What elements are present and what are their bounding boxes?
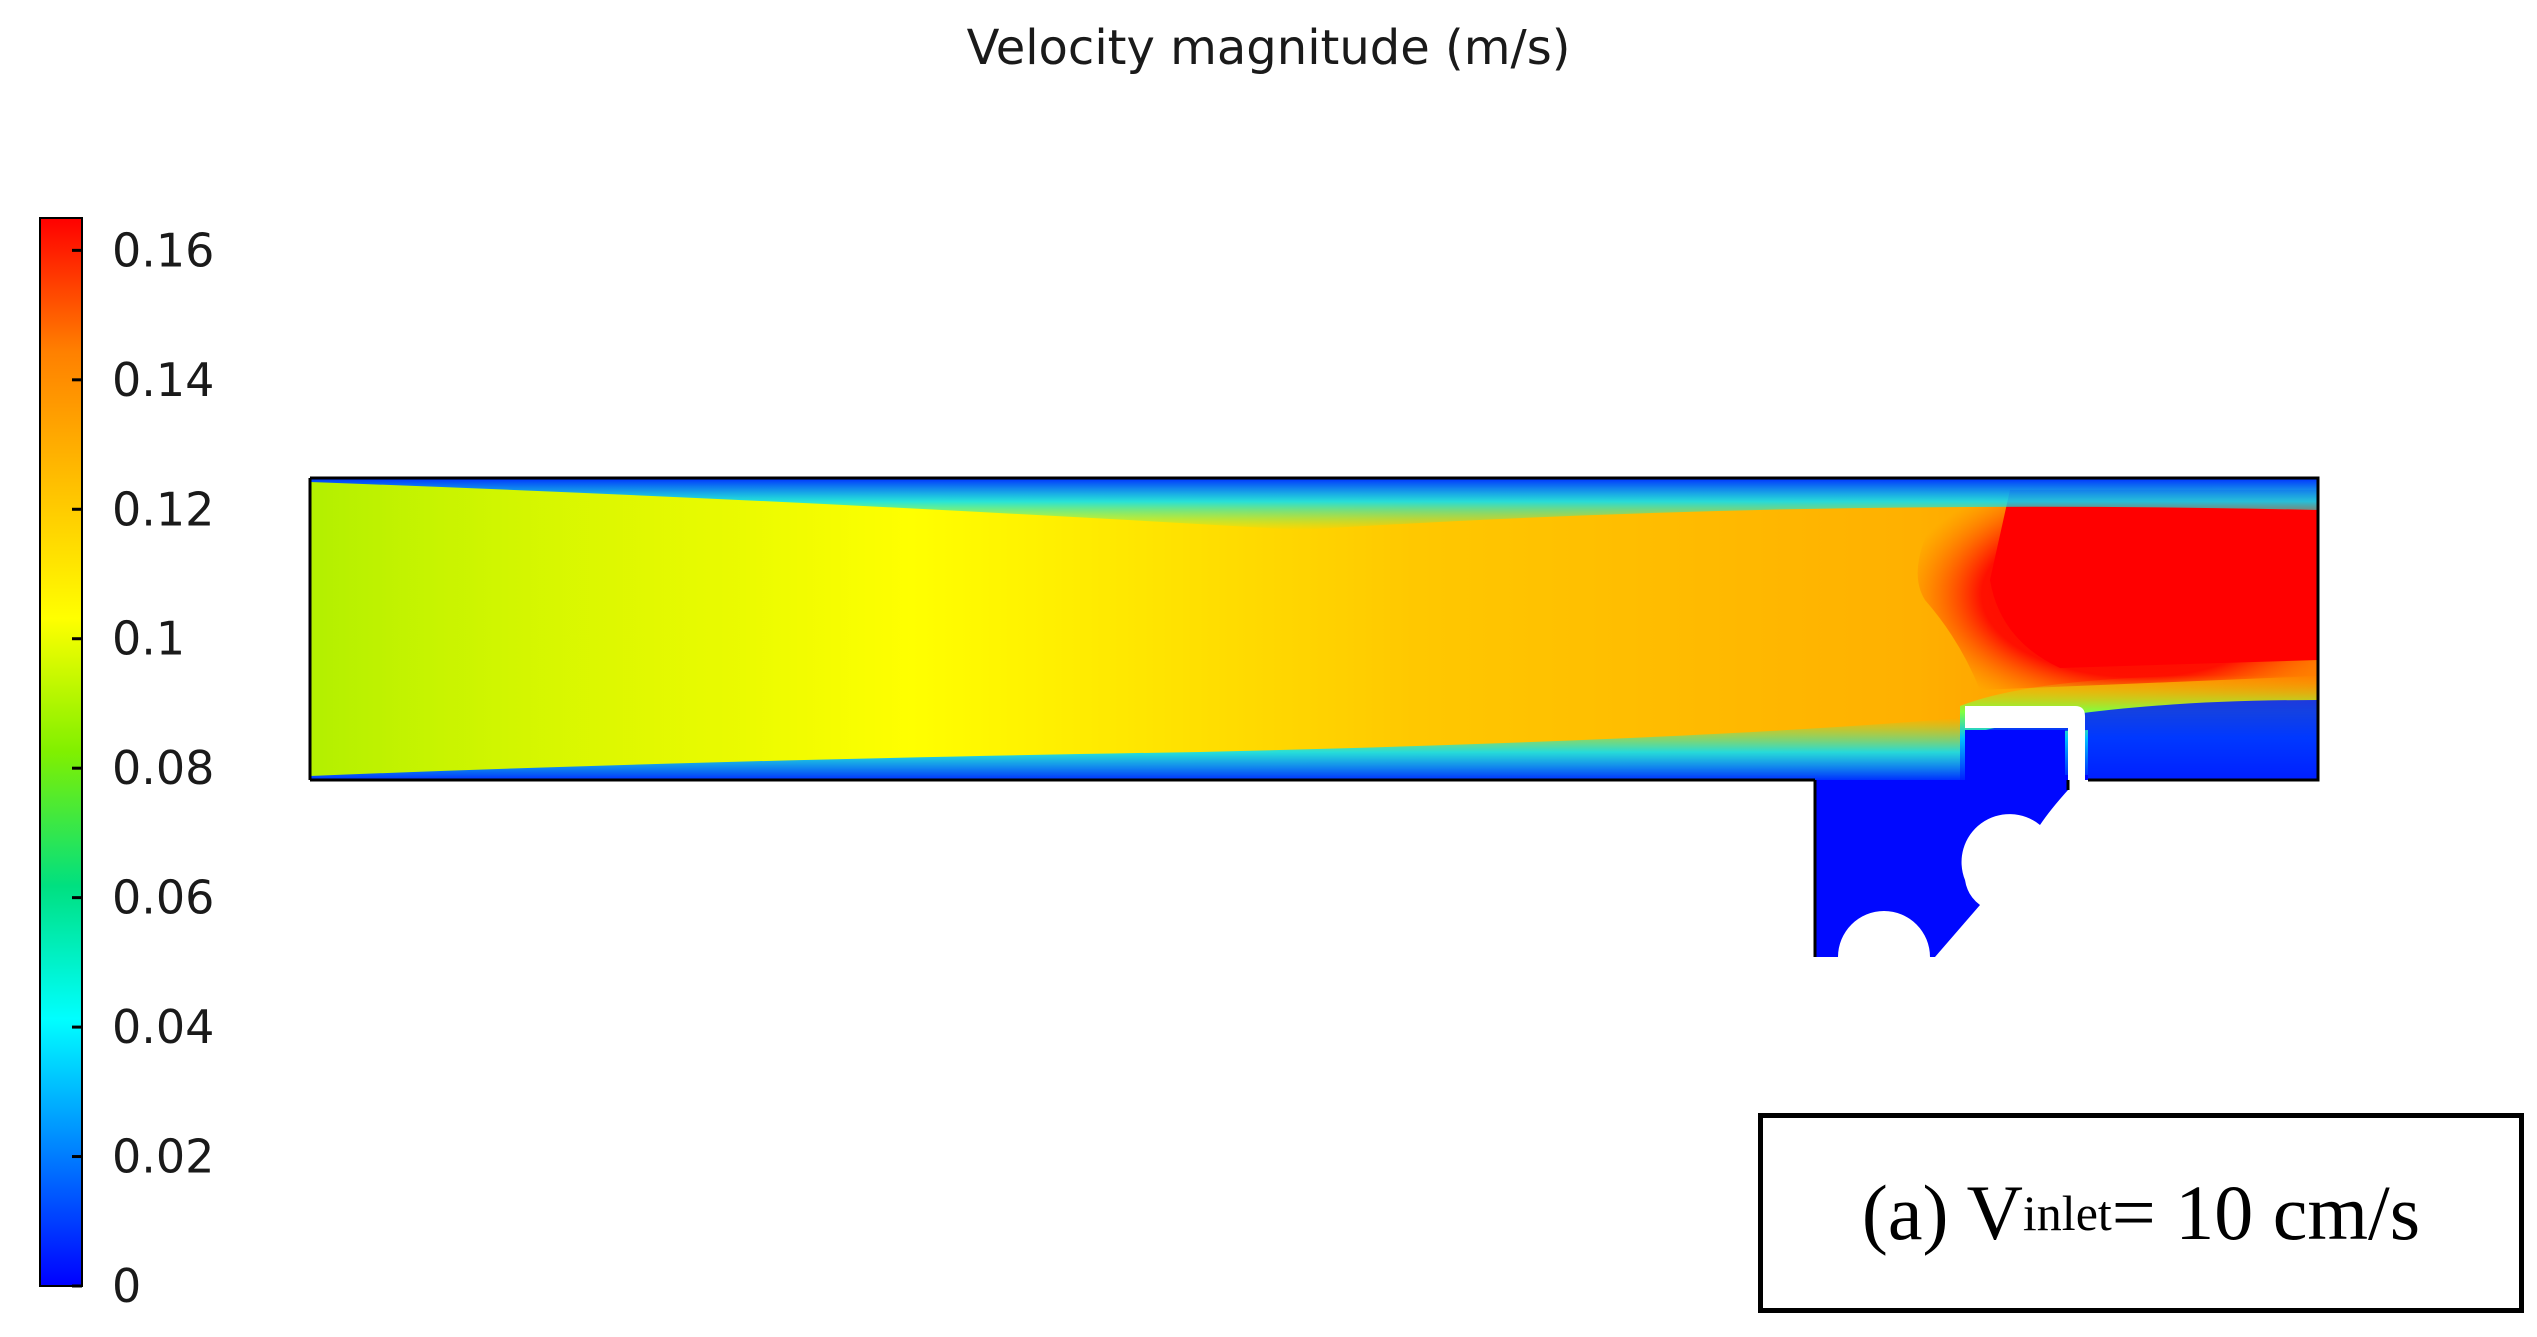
colorbar-tick-label: 0.08 [112,741,214,795]
colorbar-tick-label: 0.12 [112,482,214,536]
colorbar-tick-label: 0.06 [112,871,214,925]
colorbar-tick-label: 0.02 [112,1130,214,1184]
colorbar-ticks: 0 0.02 0.04 0.06 0.08 0.1 0.12 0.14 0.16 [72,223,214,1313]
colorbar-tick-label: 0.04 [112,1000,214,1054]
step-slot [1965,706,2085,780]
chart-title: Velocity magnitude (m/s) [966,20,1571,76]
case-label-suffix: = 10 cm/s [2111,1169,2421,1256]
velocity-field [308,476,2320,957]
top-boundary-layer [310,478,2318,530]
colorbar-tick-label: 0.16 [112,223,214,277]
case-label-prefix: (a) V [1861,1169,2023,1256]
case-label-subscript: inlet [2022,1185,2112,1241]
cavity-region [1815,730,2088,957]
colorbar-gradient [39,217,83,1287]
inlet-region [310,478,730,780]
outlet-jet-core [1990,490,2318,668]
bottom-boundary-layer [310,718,1960,780]
colorbar-tick-label: 0 [112,1259,141,1313]
colorbar: 0 0.02 0.04 0.06 0.08 0.1 0.12 0.14 0.16 [39,217,214,1313]
colorbar-tick-label: 0.14 [112,353,214,407]
colorbar-tick-label: 0.1 [112,612,185,666]
